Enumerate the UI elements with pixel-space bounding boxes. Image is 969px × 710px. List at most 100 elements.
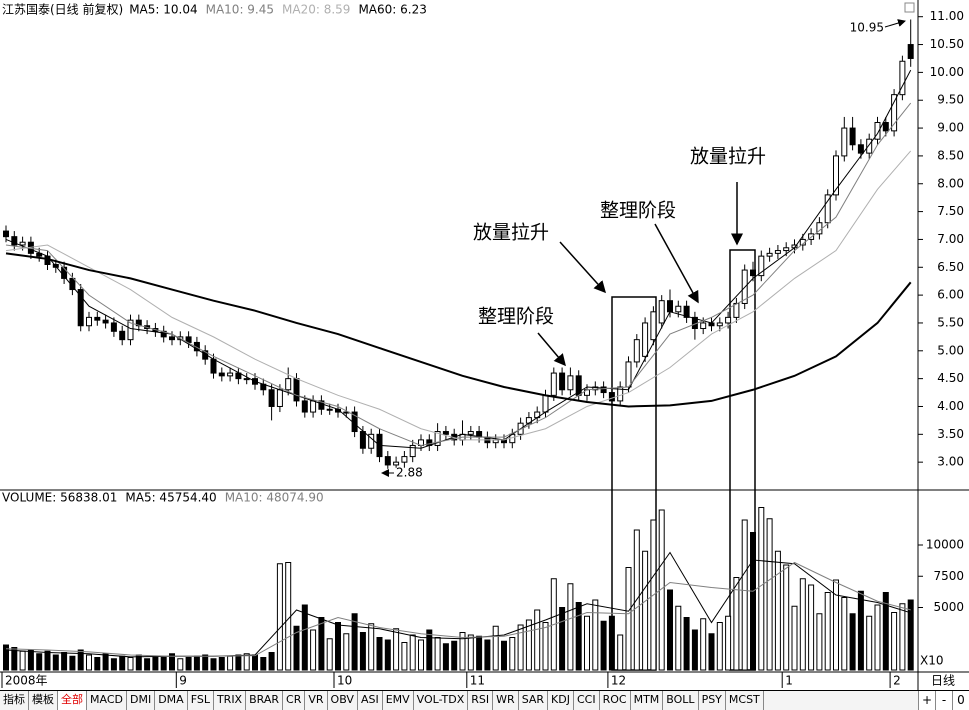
candle-body <box>608 392 615 402</box>
volume-bar <box>359 632 366 671</box>
indicator-tab[interactable]: VR <box>305 691 328 710</box>
candle-body <box>19 241 26 246</box>
indicator-tab[interactable]: SAR <box>519 691 549 710</box>
volume-bar <box>202 654 209 671</box>
background <box>0 0 969 690</box>
volume-bar <box>683 617 690 671</box>
volume-bar <box>741 519 748 671</box>
candle-body <box>310 400 317 413</box>
candle-body <box>434 431 441 446</box>
candle-body <box>3 230 9 238</box>
y-tick-label: 6.50 <box>937 260 964 274</box>
volume-bar <box>102 653 109 671</box>
indicator-tab[interactable]: OBV <box>328 691 358 710</box>
indicator-tab[interactable]: ROC <box>600 691 631 710</box>
ma-line <box>5 69 912 449</box>
volume-bar <box>891 612 898 671</box>
volume-bar <box>351 613 358 671</box>
indicator-tab[interactable]: MCST <box>726 691 764 710</box>
y-tick-label: 4.50 <box>937 371 964 385</box>
volume-bar <box>708 633 715 671</box>
volume-bar <box>94 657 101 671</box>
volume-bar <box>285 562 292 671</box>
volume-bar <box>160 657 167 671</box>
indicator-tab[interactable]: MTM <box>631 691 664 710</box>
volume-bar <box>318 617 325 671</box>
candle-body <box>891 94 898 132</box>
candle-body <box>907 44 914 59</box>
volume-bar <box>501 640 507 671</box>
volume-bar <box>476 635 483 671</box>
volume-bar <box>376 637 383 671</box>
volume-bar <box>833 579 839 671</box>
window-icon[interactable] <box>904 2 915 13</box>
candle-body <box>36 252 43 257</box>
indicator-tab[interactable]: TRIX <box>214 691 247 710</box>
y-tick-label: 4.00 <box>937 399 964 413</box>
indicator-tab[interactable]: RSI <box>468 691 494 710</box>
candle-body <box>169 336 175 341</box>
indicator-tab[interactable]: BOLL <box>663 691 699 710</box>
indicator-tab[interactable]: DMI <box>127 691 156 710</box>
candle-body <box>667 300 673 313</box>
ma-line <box>5 551 911 658</box>
volume-bar <box>733 577 740 671</box>
volume-bar <box>816 613 823 671</box>
volume-bar <box>343 633 350 671</box>
y-tick-label: 3.00 <box>937 455 964 469</box>
indicator-tab[interactable]: CR <box>283 691 306 710</box>
candle-body <box>384 456 391 466</box>
indicator-tab[interactable]: 模板 <box>29 691 58 710</box>
volume-bar <box>799 578 806 671</box>
volume-bar <box>791 605 798 671</box>
volume-bar <box>144 658 151 671</box>
volume-bar <box>409 634 416 671</box>
volume-bar <box>882 592 889 671</box>
candle-body <box>127 319 134 341</box>
candle-body <box>750 269 756 277</box>
volume-bar <box>368 623 375 671</box>
x-tick-label: 10 <box>337 674 352 688</box>
volume-bar <box>52 654 59 671</box>
legend-entry: MA20: 8.59 <box>282 3 350 17</box>
candle-body <box>442 431 449 435</box>
candle-body <box>700 322 707 330</box>
indicator-tab[interactable]: VOL-TDX <box>414 691 469 710</box>
volume-bar <box>3 644 9 671</box>
volume-bar <box>750 532 756 671</box>
candle-body <box>774 250 781 254</box>
indicator-tab[interactable]: FSL <box>188 691 214 710</box>
volume-bar <box>716 622 723 671</box>
volume-bar <box>19 650 26 671</box>
candle-body <box>227 372 234 377</box>
indicator-tab[interactable]: 全部 <box>58 691 87 710</box>
volume-bar <box>326 638 333 671</box>
volume-bar <box>69 655 76 671</box>
ma-line <box>5 252 912 408</box>
x-tick-label: 2 <box>893 674 901 688</box>
zoom-button[interactable]: + <box>918 691 935 710</box>
candle-body <box>119 330 126 341</box>
volume-bar <box>559 607 566 671</box>
indicator-tab[interactable]: ASI <box>358 691 383 710</box>
volume-bar <box>824 592 831 671</box>
volume-bar <box>193 655 200 671</box>
indicator-tab[interactable]: KDJ <box>548 691 574 710</box>
volume-bar <box>509 637 516 671</box>
volume-bar <box>218 657 225 671</box>
indicator-tab[interactable]: DMA <box>155 691 188 710</box>
indicator-tab[interactable]: PSY <box>699 691 726 710</box>
indicator-tab[interactable]: WR <box>493 691 519 710</box>
zoom-button[interactable]: 0 <box>952 691 969 710</box>
candle-body <box>393 461 400 466</box>
indicator-tab[interactable]: BRAR <box>246 691 284 710</box>
indicator-tab[interactable]: 指标 <box>0 691 29 710</box>
candle-body <box>675 305 682 313</box>
volume-bar <box>235 654 242 671</box>
indicator-tab[interactable]: MACD <box>87 691 127 710</box>
indicator-tab[interactable]: CCI <box>574 691 600 710</box>
zoom-button[interactable]: - <box>935 691 952 710</box>
candle-body <box>824 194 831 224</box>
indicator-tab[interactable]: EMV <box>383 691 414 710</box>
